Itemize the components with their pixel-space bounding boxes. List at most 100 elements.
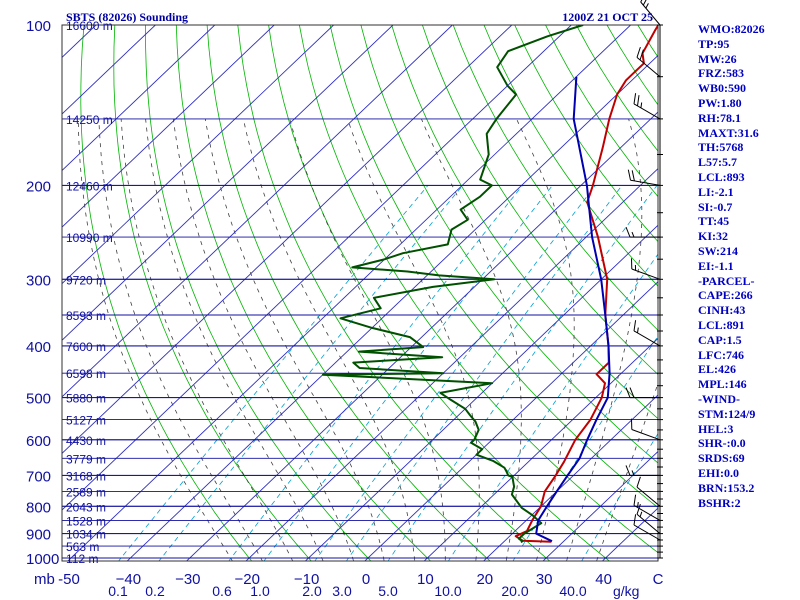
index-item: TP:95 — [698, 36, 730, 51]
wind-barbs — [625, 0, 663, 559]
wind-barb-feather — [627, 169, 631, 181]
wind-barb-feather — [633, 93, 637, 104]
isotherm — [482, 394, 658, 561]
height-level-label: 14250 m — [66, 113, 113, 127]
isotherm — [245, 168, 658, 561]
height-level-label: 16600 m — [66, 19, 113, 33]
index-item: STM:124/9 — [698, 406, 756, 421]
index-item: BSHR:2 — [698, 495, 741, 510]
dry-adiabat — [761, 25, 800, 569]
mixing-ratio-label: 3.0 — [332, 583, 352, 599]
mixing-ratio-label: 5.0 — [378, 583, 398, 599]
index-item: HEL:3 — [698, 421, 734, 436]
pressure-tick-label: 500 — [26, 391, 51, 408]
mixing-ratio-label: 1.0 — [250, 583, 270, 599]
height-level-label: 7600 m — [66, 340, 106, 354]
wind-barb-feather — [636, 503, 641, 515]
moist-adiabat — [421, 118, 522, 561]
wind-barb-feather — [625, 465, 631, 476]
temperature-tick-label: 20 — [476, 571, 493, 588]
mixing-ratio-line — [228, 185, 523, 561]
height-level-label: 9720 m — [66, 273, 106, 287]
height-level-label: 10990 m — [66, 231, 113, 245]
isotherm — [423, 337, 658, 561]
wind-barb-feather — [625, 226, 631, 238]
height-level-label: 4430 m — [66, 434, 106, 448]
isotherm — [62, 25, 394, 341]
index-item: LCL:891 — [698, 317, 745, 332]
isotherm — [62, 25, 572, 511]
index-item: LCL:893 — [698, 169, 745, 184]
index-item: CAP:1.5 — [698, 332, 742, 347]
index-item: SHR-:0.0 — [698, 436, 746, 451]
index-item: BRN:153.2 — [698, 480, 755, 495]
height-level-label: 5880 m — [66, 392, 106, 406]
pressure-unit-label: mb — [34, 571, 55, 588]
wind-barb-feather — [639, 49, 644, 61]
index-item: PW:1.80 — [698, 95, 742, 110]
index-item: LFC:746 — [698, 347, 744, 362]
index-item: WMO:82026 — [698, 22, 765, 36]
index-item: EI:-1.1 — [698, 258, 734, 273]
height-level-label: 563 m — [66, 540, 99, 554]
dry-adiabat — [422, 25, 658, 375]
wind-barb-feather — [633, 320, 637, 331]
height-level-label: 112 m — [66, 552, 98, 566]
dry-adiabat — [299, 25, 658, 554]
dry-adiabat — [145, 25, 372, 561]
dry-adiabat — [575, 25, 658, 152]
isotherm — [364, 281, 658, 561]
wind-barb-feather — [625, 387, 631, 398]
temperature-tick-label: 30 — [536, 571, 553, 588]
index-item: MW:26 — [698, 51, 737, 66]
wind-barb-feather — [640, 0, 643, 3]
height-level-label: 12460 m — [66, 179, 113, 193]
index-item: FRZ:583 — [698, 66, 744, 81]
wind-barb-half-feather — [637, 502, 639, 508]
dry-adiabat — [206, 25, 491, 561]
index-item: TH:5768 — [698, 140, 744, 155]
pressure-tick-label: 700 — [26, 468, 51, 485]
mixing-ratio-line — [387, 185, 658, 561]
index-item: MPL:146 — [698, 377, 747, 392]
isotherm — [601, 507, 658, 561]
isotherm — [62, 25, 513, 455]
pressure-tick-label: 100 — [26, 18, 51, 35]
dewpoint-trace — [321, 25, 584, 544]
pressure-tick-label: 200 — [26, 178, 51, 195]
mixing-ratio-label: 40.0 — [559, 583, 586, 599]
mixing-ratio-line — [118, 185, 429, 561]
wind-barb-staff — [633, 330, 661, 347]
wind-barb-half-feather — [639, 511, 643, 518]
temperature-tick-label: 0 — [362, 571, 370, 588]
temperature-tick-label: -50 — [58, 571, 80, 588]
mixing-ratio-label: 0.1 — [108, 583, 128, 599]
isotherm — [67, 25, 631, 561]
dry-adiabat — [175, 25, 432, 561]
dry-adiabat — [792, 25, 800, 569]
height-level-label: 3779 m — [66, 452, 106, 466]
isotherm — [0, 25, 37, 569]
wind-barb-half-feather — [631, 231, 635, 238]
pressure-tick-label: 600 — [26, 433, 51, 450]
wind-barb-feather — [633, 514, 637, 526]
dry-adiabat — [237, 25, 551, 561]
wind-barb-staff — [636, 57, 661, 78]
height-level-label: 3168 m — [66, 469, 106, 483]
wind-barb-half-feather — [640, 102, 643, 108]
wind-barb-feather — [629, 387, 635, 398]
chart-valid-time: 1200Z 21 OCT 25 — [562, 10, 653, 24]
mixing-ratio-label: 10.0 — [434, 583, 461, 599]
index-item: -WIND- — [698, 391, 740, 406]
temperature-trace — [514, 25, 658, 543]
wind-barb-staff — [636, 513, 661, 534]
mixing-ratio-line — [512, 335, 658, 561]
index-item: WB0:590 — [698, 81, 746, 96]
index-item: KI:32 — [698, 229, 728, 244]
dry-adiabat — [391, 25, 658, 420]
moist-adiabat — [120, 118, 294, 561]
temperature-unit-label: C — [653, 571, 664, 588]
isotherm — [126, 54, 658, 561]
index-item: SW:214 — [698, 243, 739, 258]
